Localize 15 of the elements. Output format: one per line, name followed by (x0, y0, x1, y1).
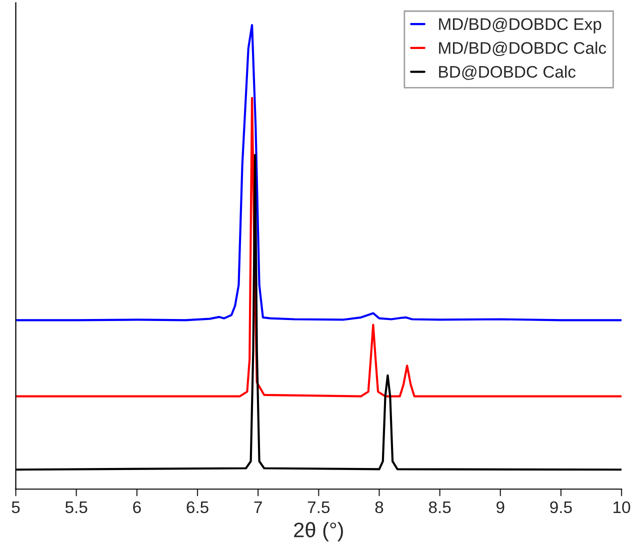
x-tick-label: 9.5 (550, 501, 572, 514)
x-tick-label: 5.5 (65, 502, 88, 514)
legend-label: MD/BD@DOBDC Exp (439, 18, 602, 34)
x-tick-label: 5 (12, 502, 20, 514)
x-tick-label: 7 (254, 502, 262, 514)
legend-label: BD@DOBDC Calc (439, 66, 576, 80)
x-tick-label: 6.5 (186, 501, 208, 514)
x-tick-label: 10 (614, 501, 630, 514)
x-tick-label: 8 (375, 501, 384, 514)
legend-label: MD/BD@DOBDC Calc (439, 42, 606, 56)
x-tick-label: 7.5 (308, 502, 330, 514)
x-tick-label: 8.5 (428, 501, 451, 514)
x-tick-label: 9 (496, 501, 504, 514)
x-tick-label: 6 (133, 501, 141, 514)
x-axis-title: 2θ (°) (294, 522, 343, 542)
